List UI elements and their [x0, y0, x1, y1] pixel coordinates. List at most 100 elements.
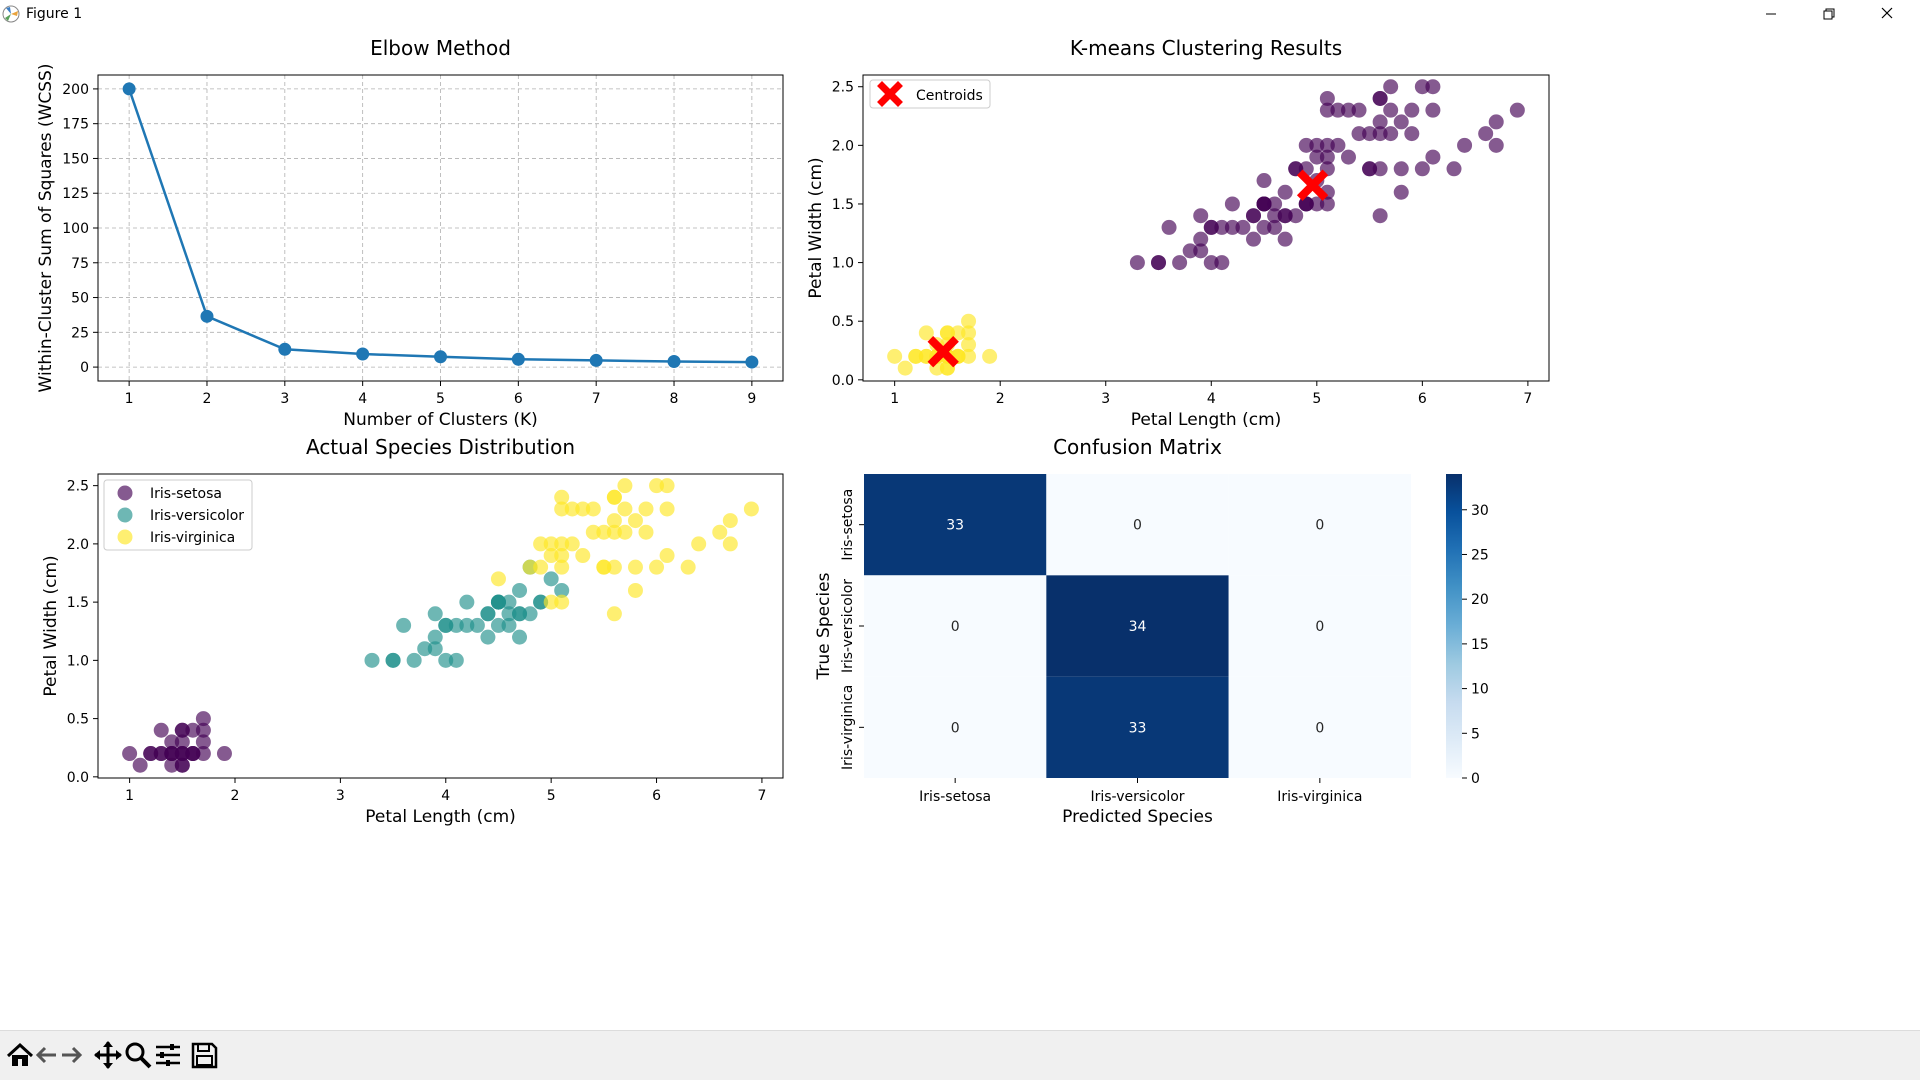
- species-point: [712, 524, 728, 540]
- species-point: [554, 582, 570, 598]
- wcss-point: [434, 350, 447, 364]
- kmeans-plot: 1 2 3 4 5 6 7 0.0 0.5 1.0 1.5 2.0 2.5 K-means Cluster…: [806, 36, 1550, 430]
- species-point: [533, 536, 549, 552]
- back-button[interactable]: [30, 1039, 62, 1071]
- species-point: [512, 629, 528, 645]
- legend-marker: [117, 485, 133, 501]
- cluster-point: [1256, 173, 1272, 189]
- home-button[interactable]: [4, 1039, 36, 1071]
- cluster-point: [1267, 208, 1283, 224]
- colorbar-tick-label: 0: [1471, 771, 1480, 787]
- cluster-point: [1425, 149, 1441, 165]
- species-point: [459, 594, 475, 610]
- x-tick-label: Iris-virginica: [1277, 789, 1362, 805]
- cluster-point: [1309, 137, 1325, 153]
- forward-arrow-icon: [62, 1046, 83, 1064]
- pan-button[interactable]: [92, 1039, 124, 1071]
- species-point: [164, 757, 180, 773]
- heatmap-cell: [1046, 575, 1229, 677]
- y-axis-label: Petal Width (cm): [806, 157, 826, 298]
- cluster-point: [1383, 126, 1399, 142]
- x-tick-label: 5: [436, 391, 445, 407]
- y-tick-label: 1.5: [67, 595, 89, 611]
- y-tick-label: 150: [62, 151, 89, 167]
- cluster-point: [1277, 208, 1293, 224]
- x-tick-label: 5: [547, 788, 556, 804]
- cluster-point: [918, 325, 934, 341]
- cluster-point: [1351, 102, 1367, 118]
- colorbar: [1446, 474, 1462, 778]
- species-point: [543, 536, 559, 552]
- species-point: [122, 746, 138, 762]
- x-tick-label: 6: [1418, 391, 1427, 407]
- species-point: [427, 629, 443, 645]
- species-point: [501, 617, 517, 633]
- forward-button[interactable]: [56, 1039, 88, 1071]
- heatmap-cell: [1228, 575, 1411, 677]
- cluster-point: [1214, 219, 1230, 235]
- colorbar-tick-label: 15: [1471, 637, 1489, 653]
- wcss-point: [667, 355, 681, 369]
- legend-box: [103, 479, 253, 551]
- cluster-point: [1193, 208, 1209, 224]
- cluster-point: [1319, 196, 1335, 212]
- legend: Centroids: [869, 79, 991, 109]
- species-point: [638, 524, 654, 540]
- cell-value: 33: [1129, 720, 1147, 736]
- cluster-point: [1298, 137, 1314, 153]
- species-point: [659, 501, 675, 517]
- species-point: [543, 548, 559, 564]
- species-point: [143, 746, 159, 762]
- species-point: [575, 548, 591, 564]
- cluster-point: [939, 325, 955, 341]
- x-tick-label: 1: [125, 788, 134, 804]
- centroid-marker: [1296, 169, 1329, 201]
- cell-value: 33: [946, 518, 964, 534]
- legend-label: Iris-setosa: [150, 486, 222, 502]
- species-point: [480, 606, 496, 622]
- cluster-point: [1404, 102, 1420, 118]
- y-tick-label: Iris-virginica: [840, 685, 856, 770]
- zoom-button[interactable]: [122, 1039, 154, 1071]
- species-point: [174, 734, 190, 750]
- x-tick-label: 7: [1523, 391, 1532, 407]
- cell-value: 0: [1315, 619, 1324, 635]
- species-point: [722, 536, 738, 552]
- cluster-point: [1478, 126, 1494, 142]
- cluster-point: [1372, 208, 1388, 224]
- species-point: [617, 501, 633, 517]
- y-tick-label: 125: [62, 186, 89, 202]
- species-point: [585, 501, 601, 517]
- x-tick-label: Iris-versicolor: [1090, 789, 1184, 805]
- save-icon: [191, 1042, 218, 1069]
- legend-label: Centroids: [916, 88, 983, 104]
- heatmap-cell: [864, 575, 1047, 677]
- cluster-point: [1203, 255, 1219, 271]
- species-point: [448, 652, 464, 668]
- x-axis-label: Number of Clusters (K): [343, 410, 538, 430]
- species-point: [627, 513, 643, 529]
- species-point: [195, 711, 211, 727]
- confusion-matrix: 33 0 0 0 34 0 0 33 0 Iris-setosa Iris-versicolor Ir…: [814, 435, 1489, 827]
- configure-subplots-icon: [156, 1044, 180, 1066]
- x-tick-label: 1: [890, 391, 899, 407]
- save-button[interactable]: [188, 1039, 220, 1071]
- cluster-point: [1319, 90, 1335, 106]
- species-point: [385, 652, 401, 668]
- cluster-point: [1256, 219, 1272, 235]
- y-tick-label: 75: [71, 256, 89, 272]
- cluster-point: [1488, 114, 1504, 130]
- legend-label: Iris-virginica: [150, 530, 235, 546]
- restore-button[interactable]: [1800, 0, 1858, 30]
- cell-value: 34: [1129, 619, 1147, 635]
- species-point: [649, 478, 665, 494]
- x-tick-label: 6: [652, 788, 661, 804]
- close-button[interactable]: [1858, 0, 1916, 30]
- species-point: [554, 489, 570, 505]
- minimize-button[interactable]: [1742, 0, 1800, 30]
- cluster-point: [1351, 126, 1367, 142]
- species-point: [533, 559, 549, 575]
- configure-subplots-button[interactable]: [152, 1039, 184, 1071]
